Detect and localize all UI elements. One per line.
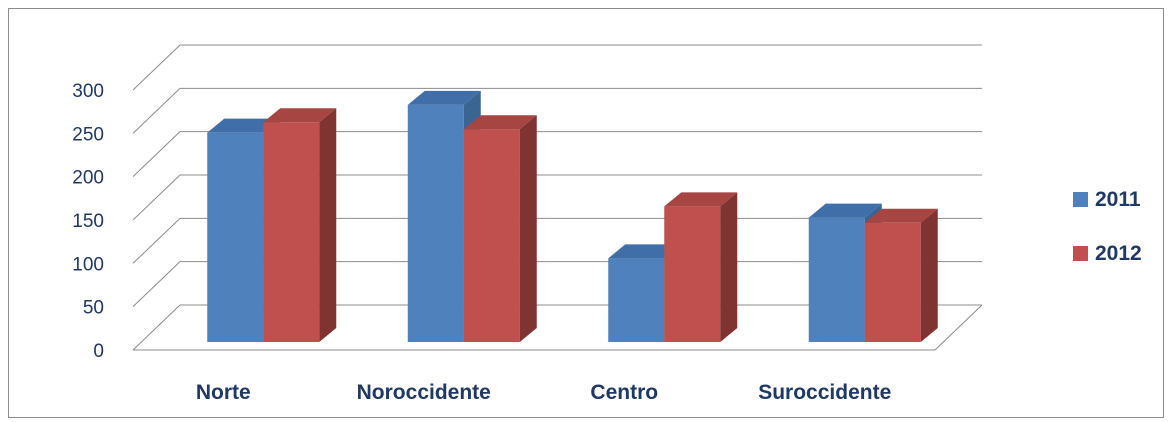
- bar-side-2012-Norte: [319, 108, 337, 343]
- gridline-depth: [132, 87, 181, 134]
- floor-right-edge: [934, 304, 983, 351]
- y-tick-label: 0: [93, 341, 104, 362]
- gridline-depth: [132, 44, 181, 91]
- y-tick-label: 100: [72, 254, 104, 275]
- bar-side-2012-Suroccidente: [920, 208, 938, 342]
- y-tick-label: 200: [72, 168, 104, 189]
- x-category-label: Suroccidente: [758, 381, 891, 404]
- legend-label: 2011: [1095, 188, 1141, 211]
- y-tick-label: 300: [72, 81, 104, 102]
- bar-top-2011-Norte: [207, 118, 281, 133]
- bar-top-2011-Suroccidente: [808, 203, 882, 218]
- bar-top-2012-Centro: [664, 192, 738, 207]
- gridline-depth: [132, 217, 181, 264]
- bar-top-2011-Centro: [608, 244, 682, 259]
- gridline-depth: [132, 131, 181, 178]
- x-category-label: Centro: [590, 381, 658, 404]
- bar-2011-Centro: [608, 258, 665, 342]
- bar-2011-Suroccidente: [808, 217, 865, 342]
- bar-side-2012-Centro: [720, 192, 738, 342]
- bar-2012-Noroccidente: [463, 129, 520, 342]
- legend-swatch-2012: [1073, 246, 1088, 261]
- bar-top-2012-Suroccidente: [864, 208, 938, 223]
- bar-top-2012-Norte: [263, 108, 337, 123]
- gridline-depth: [132, 304, 181, 351]
- gridline-depth: [132, 261, 181, 308]
- bar-2011-Noroccidente: [407, 104, 464, 342]
- bar-top-2012-Noroccidente: [463, 115, 537, 130]
- bar-2011-Norte: [207, 132, 264, 342]
- x-category-label: Noroccidente: [357, 381, 491, 404]
- legend-swatch-2011: [1073, 192, 1088, 207]
- gridline-depth: [132, 174, 181, 221]
- y-tick-label: 150: [72, 211, 104, 232]
- bar-2012-Norte: [263, 122, 320, 343]
- bar-top-2011-Noroccidente: [407, 90, 481, 105]
- bar-2012-Centro: [664, 206, 721, 342]
- y-tick-label: 250: [72, 124, 104, 145]
- bar-2012-Suroccidente: [864, 222, 921, 342]
- legend-label: 2012: [1095, 242, 1142, 265]
- y-tick-label: 50: [83, 298, 104, 319]
- bar-side-2012-Noroccidente: [519, 115, 537, 342]
- x-category-label: Norte: [196, 381, 251, 404]
